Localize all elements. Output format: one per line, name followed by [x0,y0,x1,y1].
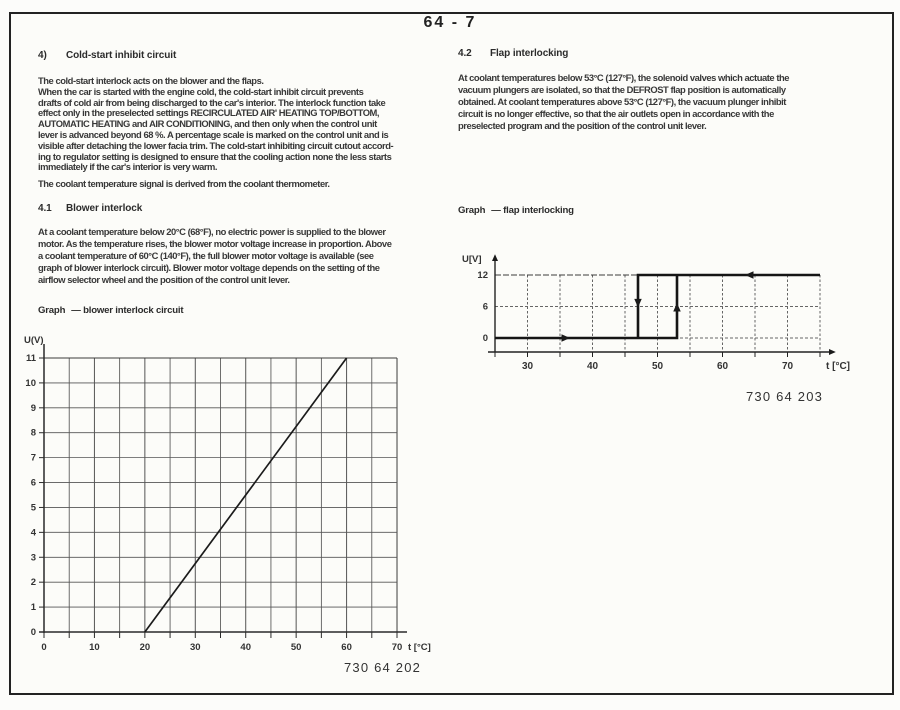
svg-text:2: 2 [31,577,36,588]
caption-word: Graph [458,205,486,216]
page-number-header: 64 - 7 [423,14,477,31]
flap-interlocking-chart: 0 6 12 30 40 50 60 70 U[V] t [°C] [462,254,850,372]
svg-text:0: 0 [31,627,36,638]
section-title: Cold-start inhibit circuit [66,50,177,61]
svg-text:20: 20 [140,642,151,653]
caption-flap-graph: Graph — flap interlocking [458,205,574,216]
svg-text:8: 8 [31,428,36,439]
svg-text:10: 10 [89,642,100,653]
svg-text:t [°C]: t [°C] [408,642,431,653]
svg-text:9: 9 [31,403,36,414]
section-heading-flap-interlocking: 4.2 Flap interlocking [458,48,568,59]
svg-text:7: 7 [31,453,36,464]
svg-text:3: 3 [31,552,36,563]
svg-text:5: 5 [31,502,37,513]
caption-word: Graph [38,305,66,316]
svg-text:t [°C]: t [°C] [826,361,850,372]
svg-text:30: 30 [522,361,534,372]
svg-text:30: 30 [190,642,201,653]
figure-number-flap: 730 64 203 [746,389,824,404]
section-title: Flap interlocking [490,48,569,59]
svg-text:1: 1 [31,602,37,613]
svg-text:4: 4 [31,527,37,538]
paragraph-coolant-signal: The coolant temperature signal is derive… [38,178,330,189]
section-number: 4) [38,50,47,61]
paragraph-flap-interlocking: At coolant temperatures below 53°C (127°… [458,72,790,131]
svg-text:11: 11 [26,353,37,364]
caption-text: — flap interlocking [491,205,574,216]
paragraph-cold-start: The cold-start interlock acts on the blo… [38,75,394,173]
caption-blower-graph: Graph — blower interlock circuit [38,305,184,316]
svg-text:60: 60 [341,642,352,653]
paragraph-blower-interlock: At a coolant temperature below 20°C (68°… [38,226,392,285]
svg-text:70: 70 [392,642,403,653]
svg-text:60: 60 [717,361,729,372]
section-number: 4.2 [458,48,472,59]
page-border [9,12,894,695]
svg-text:6: 6 [483,302,488,313]
svg-text:6: 6 [31,478,36,489]
svg-text:0: 0 [41,642,46,653]
svg-text:50: 50 [291,642,302,653]
blower-interlock-chart: 0 1 2 3 4 5 6 7 8 9 10 11 0 10 20 30 40 50 60 70 U(V) t [°C] [24,335,431,653]
section-title: Blower interlock [66,203,143,214]
svg-text:U(V): U(V) [24,335,44,346]
svg-text:50: 50 [652,361,664,372]
section-heading-blower-interlock: 4.1 Blower interlock [38,203,142,214]
section-number: 4.1 [38,203,52,214]
svg-text:70: 70 [782,361,794,372]
svg-text:40: 40 [587,361,599,372]
caption-text: — blower interlock circuit [71,305,184,316]
svg-text:U[V]: U[V] [462,254,482,265]
svg-text:12: 12 [477,270,488,281]
svg-text:40: 40 [240,642,251,653]
section-heading-cold-start: 4) Cold-start inhibit circuit [38,50,176,61]
svg-text:0: 0 [483,333,488,344]
svg-text:10: 10 [25,378,36,389]
figure-number-blower: 730 64 202 [344,660,422,675]
